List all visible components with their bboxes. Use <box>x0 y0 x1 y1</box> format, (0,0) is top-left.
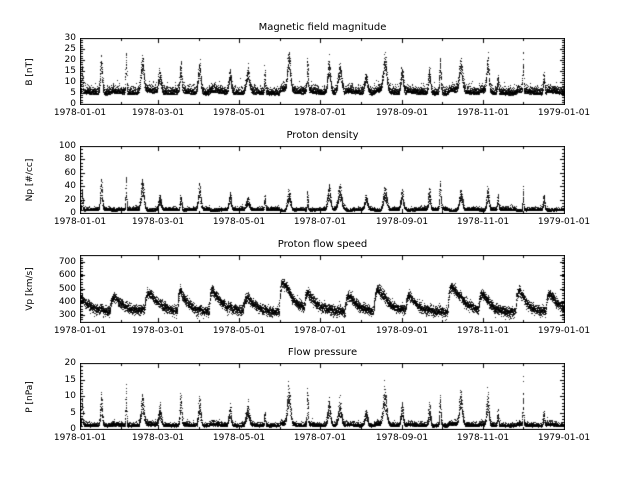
y-tick-label: 60 <box>64 168 76 178</box>
y-tick-label: 300 <box>58 310 76 320</box>
x-tick-label: 1978-09-01 <box>375 326 429 336</box>
x-tick-label: 1978-11-01 <box>456 433 510 443</box>
x-tick-label: 1978-03-01 <box>131 326 185 336</box>
y-tick-label: 0 <box>70 99 76 109</box>
x-tick-label: 1978-01-01 <box>53 108 107 118</box>
y-tick-label: 10 <box>64 77 76 87</box>
x-tick-label: 1979-01-01 <box>537 108 591 118</box>
panel-title: Proton flow speed <box>277 239 368 250</box>
y-tick-label: 0 <box>70 208 76 218</box>
x-tick-label: 1978-01-01 <box>53 326 107 336</box>
y-tick-label: 30 <box>64 33 76 43</box>
y-tick-label: 400 <box>58 297 76 307</box>
y-tick-label: 40 <box>64 181 76 191</box>
x-tick-label: 1978-09-01 <box>375 433 429 443</box>
x-tick-label: 1978-05-01 <box>212 433 266 443</box>
y-tick-label: 500 <box>58 284 76 294</box>
y-tick-label: 700 <box>58 257 76 267</box>
y-tick-label: 20 <box>64 195 76 205</box>
x-tick-label: 1978-05-01 <box>212 108 266 118</box>
y-tick-label: 15 <box>64 66 76 76</box>
x-tick-label: 1978-11-01 <box>456 108 510 118</box>
x-tick-label: 1978-01-01 <box>53 217 107 227</box>
x-tick-label: 1978-01-01 <box>53 433 107 443</box>
x-tick-label: 1978-07-01 <box>293 217 347 227</box>
y-tick-label: 0 <box>70 424 76 434</box>
x-tick-label: 1978-11-01 <box>456 217 510 227</box>
x-tick-label: 1978-09-01 <box>375 217 429 227</box>
x-tick-label: 1978-07-01 <box>293 108 347 118</box>
y-tick-label: 20 <box>64 55 76 65</box>
x-tick-label: 1979-01-01 <box>537 217 591 227</box>
x-tick-label: 1979-01-01 <box>537 326 591 336</box>
panel-title: Magnetic field magnitude <box>258 22 387 33</box>
y-tick-label: 80 <box>64 154 76 164</box>
scatter-plot-canvas <box>80 363 565 430</box>
panel-title: Proton density <box>286 130 359 141</box>
y-tick-label: 15 <box>64 375 76 385</box>
y-tick-label: 100 <box>58 141 76 151</box>
x-tick-label: 1978-11-01 <box>456 326 510 336</box>
scatter-plot-canvas <box>80 255 565 323</box>
y-tick-label: 25 <box>64 44 76 54</box>
x-tick-label: 1978-03-01 <box>131 433 185 443</box>
x-tick-label: 1978-03-01 <box>131 108 185 118</box>
y-tick-label: 20 <box>64 358 76 368</box>
x-tick-label: 1978-05-01 <box>212 217 266 227</box>
scatter-plot-canvas <box>80 146 565 214</box>
panel-title: Flow pressure <box>287 347 358 358</box>
x-tick-label: 1978-07-01 <box>293 326 347 336</box>
y-tick-label: 600 <box>58 270 76 280</box>
y-tick-label: 10 <box>64 391 76 401</box>
y-tick-label: 5 <box>70 408 76 418</box>
scatter-plot-canvas <box>80 38 565 105</box>
x-tick-label: 1979-01-01 <box>537 433 591 443</box>
x-tick-label: 1978-03-01 <box>131 217 185 227</box>
y-tick-label: 5 <box>70 88 76 98</box>
x-tick-label: 1978-09-01 <box>375 108 429 118</box>
x-tick-label: 1978-07-01 <box>293 433 347 443</box>
x-tick-label: 1978-05-01 <box>212 326 266 336</box>
